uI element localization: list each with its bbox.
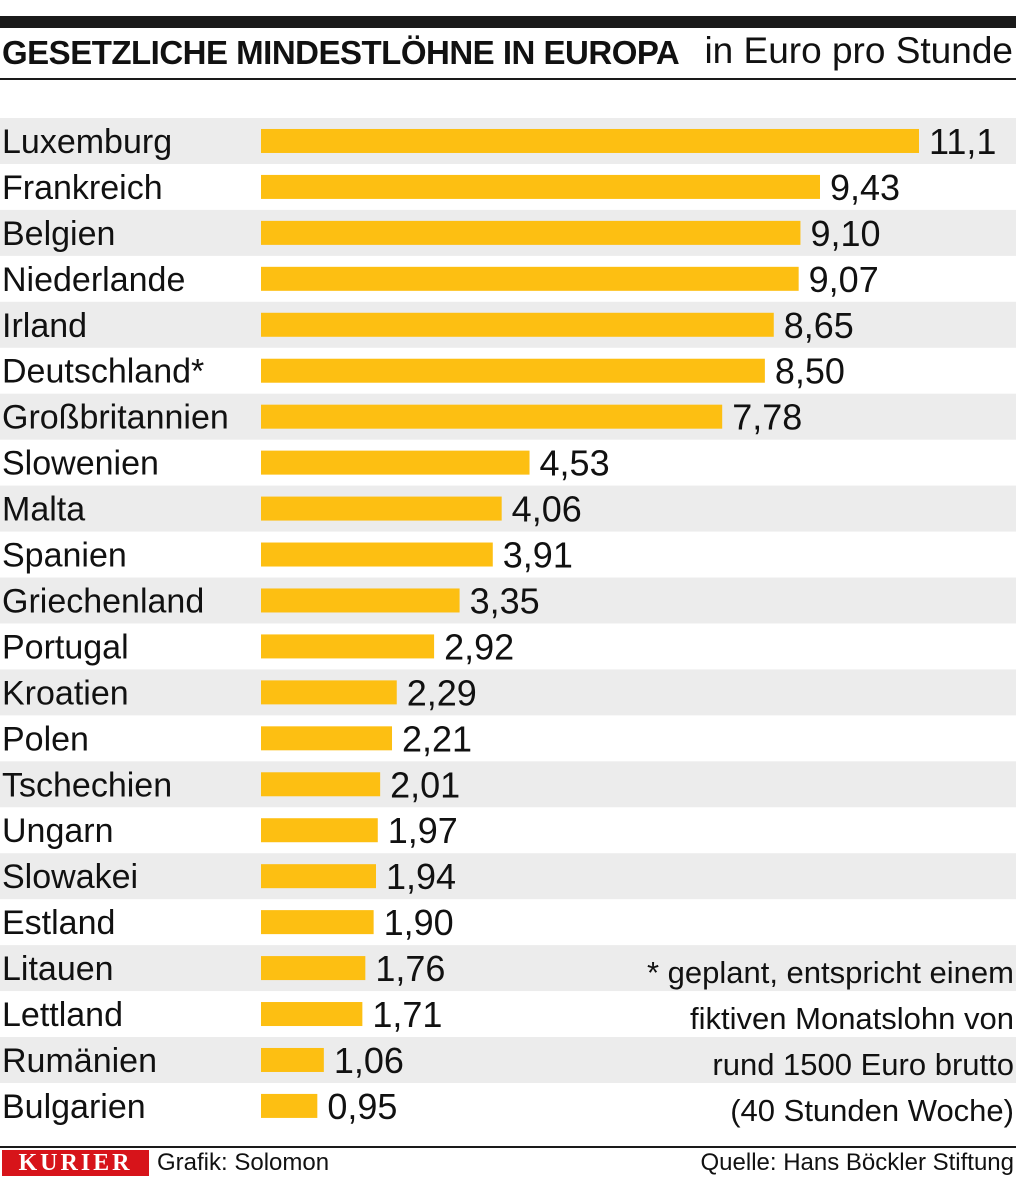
category-label: Litauen — [2, 950, 114, 988]
value-label: 9,43 — [830, 167, 900, 208]
top-rule — [0, 16, 1016, 28]
value-label: 9,10 — [810, 213, 880, 254]
value-label: 9,07 — [809, 259, 879, 300]
bar — [261, 818, 378, 843]
category-label: Niederlande — [2, 261, 185, 299]
row-stripe — [0, 485, 1016, 532]
bar — [261, 496, 502, 521]
category-label: Kroatien — [2, 674, 129, 712]
bar — [261, 404, 723, 429]
footnote-line: fiktiven Monatslohn von — [690, 1001, 1014, 1036]
value-label: 2,21 — [402, 718, 472, 759]
footnote-line: * geplant, entspricht einem — [646, 955, 1014, 990]
category-label: Polen — [2, 720, 89, 758]
bar — [261, 542, 493, 567]
row-stripe — [0, 1037, 1016, 1083]
category-label: Irland — [2, 307, 87, 345]
category-label: Tschechien — [2, 766, 172, 804]
footer-rule — [0, 1146, 1016, 1148]
category-label: Malta — [2, 491, 85, 529]
bar — [261, 174, 821, 199]
value-label: 1,97 — [388, 810, 458, 851]
category-label: Rumänien — [2, 1042, 157, 1080]
header-rule — [0, 78, 1016, 80]
bar — [261, 588, 460, 613]
footnote-line: (40 Stunden Woche) — [730, 1093, 1014, 1128]
value-label: 4,06 — [512, 489, 582, 530]
category-label: Luxemburg — [2, 123, 172, 161]
value-label: 7,78 — [732, 397, 802, 438]
category-label: Lettland — [2, 996, 123, 1034]
value-label: 8,50 — [775, 351, 845, 392]
bar — [261, 358, 765, 383]
bar — [261, 450, 530, 475]
category-label: Spanien — [2, 537, 127, 575]
bar — [261, 634, 435, 659]
bar — [261, 772, 381, 797]
value-label: 8,65 — [784, 305, 854, 346]
graphic-credit: Grafik: Solomon — [157, 1149, 330, 1176]
bar — [261, 864, 377, 889]
row-stripe — [0, 669, 1016, 716]
category-label: Bulgarien — [2, 1088, 146, 1126]
bar — [261, 128, 919, 153]
footnote-line: rund 1500 Euro brutto — [712, 1047, 1014, 1082]
category-label: Slowenien — [2, 445, 159, 483]
row-stripe — [0, 945, 1016, 992]
row-stripe — [0, 761, 1016, 808]
bar — [261, 220, 801, 245]
value-label: 1,94 — [386, 856, 456, 897]
value-label: 2,92 — [444, 626, 514, 667]
bar — [261, 910, 374, 935]
category-label: Slowakei — [2, 858, 138, 896]
source-credit: Quelle: Hans Böckler Stiftung — [700, 1149, 1015, 1176]
value-label: 11,1 — [929, 121, 996, 162]
bar — [261, 726, 393, 751]
row-stripe — [0, 853, 1016, 900]
value-label: 1,90 — [384, 902, 454, 943]
value-label: 4,53 — [540, 443, 610, 484]
category-label: Großbritannien — [2, 399, 229, 437]
value-label: 1,76 — [375, 948, 445, 989]
value-label: 1,71 — [372, 994, 442, 1035]
category-label: Deutschland* — [2, 353, 204, 391]
value-label: 2,01 — [390, 764, 460, 805]
bar — [261, 1002, 363, 1027]
row-stripe — [0, 577, 1016, 624]
chart-title: GESETZLICHE MINDESTLÖHNE IN EUROPA — [2, 34, 680, 71]
value-label: 3,35 — [470, 580, 540, 621]
value-label: 0,95 — [327, 1086, 397, 1127]
category-label: Ungarn — [2, 812, 114, 850]
bar — [261, 312, 774, 337]
bar — [261, 266, 799, 291]
bar — [261, 1093, 318, 1118]
value-label: 3,91 — [503, 535, 573, 576]
category-label: Griechenland — [2, 582, 204, 620]
bar — [261, 956, 366, 981]
value-label: 2,29 — [407, 672, 477, 713]
bar — [261, 680, 397, 705]
category-label: Estland — [2, 904, 115, 942]
bar — [261, 1047, 324, 1072]
category-label: Frankreich — [2, 169, 163, 207]
category-label: Portugal — [2, 628, 129, 666]
kurier-logo: KURIER — [2, 1150, 149, 1176]
category-label: Belgien — [2, 215, 115, 253]
footnote: * geplant, entspricht einem fiktiven Mon… — [647, 950, 1014, 1134]
value-label: 1,06 — [334, 1040, 404, 1081]
unit-label: in Euro pro Stunde — [704, 30, 1013, 71]
